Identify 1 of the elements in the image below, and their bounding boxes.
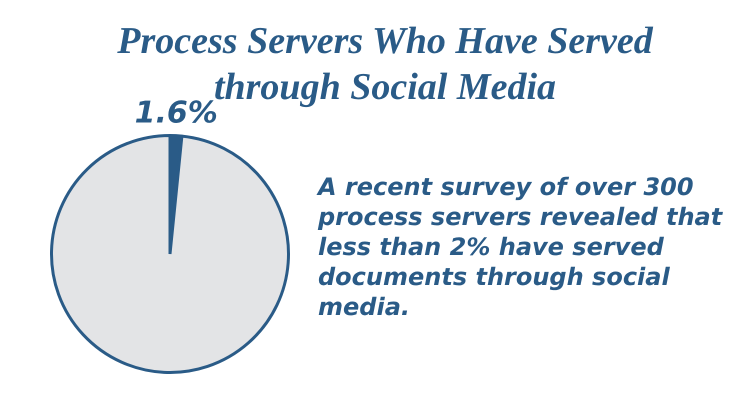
text: A recent survey of over 300 process servers revealed that less than 2% have served documents through social media. bbox=[318, 172, 724, 322]
